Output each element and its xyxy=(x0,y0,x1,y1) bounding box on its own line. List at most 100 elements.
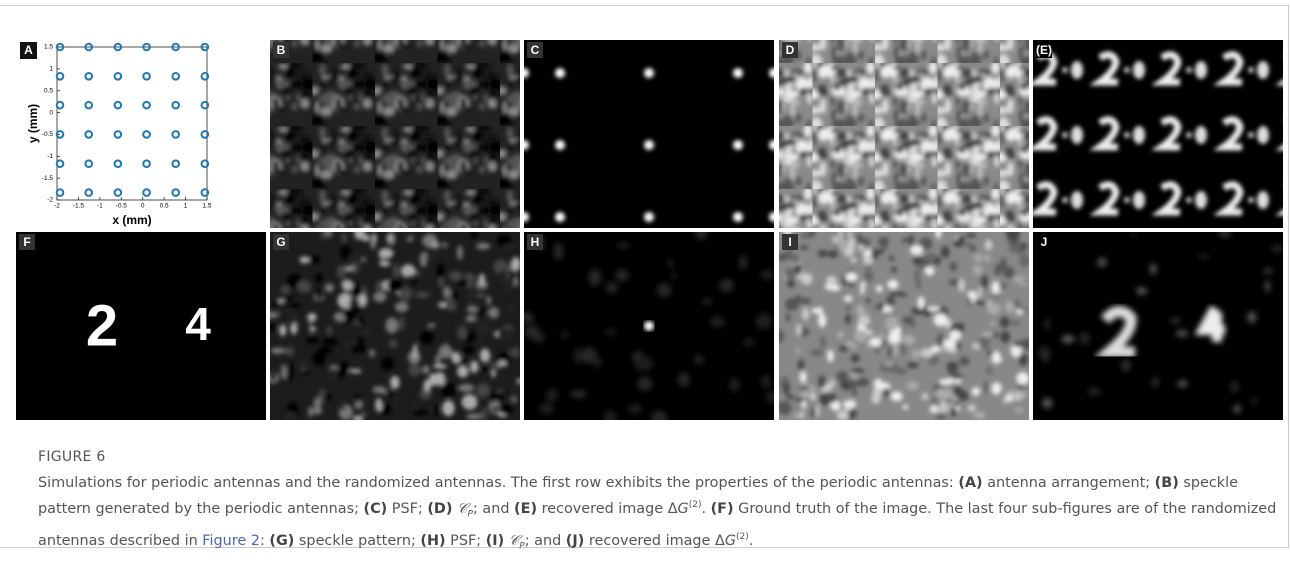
blob xyxy=(719,278,734,293)
x-tick-label: -1 xyxy=(97,203,103,210)
panel-label: A xyxy=(24,43,33,57)
blob xyxy=(1230,380,1239,394)
blob xyxy=(277,301,285,317)
recovered-shape xyxy=(1186,67,1192,73)
blob xyxy=(838,232,843,240)
blob xyxy=(887,279,899,290)
blob xyxy=(992,351,1001,364)
blob xyxy=(808,232,816,238)
antenna-marker xyxy=(142,188,151,197)
blob xyxy=(285,296,294,301)
blob xyxy=(850,354,860,363)
blob xyxy=(953,400,960,407)
blob xyxy=(878,236,890,247)
blob xyxy=(1175,330,1189,337)
caption-link[interactable]: Figure 2 xyxy=(202,532,260,549)
blob xyxy=(820,336,826,349)
antenna-marker xyxy=(84,188,94,197)
blob xyxy=(877,302,885,312)
y-tick-label: -1 xyxy=(47,153,53,160)
blob xyxy=(738,254,748,271)
blob xyxy=(911,307,925,315)
blob xyxy=(502,243,514,251)
blob xyxy=(435,354,441,366)
blob xyxy=(1013,276,1024,283)
blob xyxy=(333,311,346,323)
recovered-shape xyxy=(1062,132,1068,138)
panel-label-box xyxy=(273,234,289,250)
blob xyxy=(503,394,511,404)
blob xyxy=(885,316,899,331)
recovered-shape xyxy=(1124,197,1130,203)
blob xyxy=(929,356,934,366)
blob xyxy=(524,324,541,339)
blob xyxy=(422,365,430,375)
blob xyxy=(949,330,962,341)
blob xyxy=(959,356,970,366)
blob xyxy=(424,245,440,259)
blob xyxy=(1149,263,1157,275)
blob xyxy=(341,279,354,292)
blob xyxy=(848,237,856,249)
blob xyxy=(810,406,817,419)
blob xyxy=(488,306,500,319)
panel-label-box xyxy=(1036,234,1052,250)
blob xyxy=(933,313,948,327)
blob xyxy=(935,414,947,420)
blob xyxy=(656,283,672,298)
caption-text: antenna arrangement; xyxy=(982,475,1155,491)
antenna-marker xyxy=(171,130,181,139)
blob xyxy=(871,248,885,255)
blob xyxy=(798,245,809,250)
blob xyxy=(978,336,990,350)
blob xyxy=(471,232,477,240)
blob xyxy=(794,397,806,402)
blob xyxy=(372,291,387,302)
blob xyxy=(894,367,907,375)
blob xyxy=(897,292,908,297)
blob xyxy=(504,305,515,313)
blob xyxy=(824,283,837,291)
blob xyxy=(299,256,311,264)
caption-math: 𝒞 xyxy=(508,532,520,549)
blob xyxy=(924,266,935,276)
blob xyxy=(902,316,915,324)
recovered-shape xyxy=(1133,126,1145,144)
blob xyxy=(616,242,631,249)
blob xyxy=(918,237,933,250)
blob xyxy=(336,265,347,279)
psf-dots xyxy=(524,68,774,222)
blob xyxy=(437,242,445,248)
blob xyxy=(993,331,998,338)
caption-text: : xyxy=(259,532,270,549)
antenna-marker xyxy=(55,130,65,139)
psf-dot xyxy=(769,212,774,222)
blob xyxy=(920,348,934,358)
blob xyxy=(857,316,871,326)
caption-text: PSF; xyxy=(387,500,428,517)
blob xyxy=(301,370,310,375)
blob xyxy=(851,368,865,374)
antenna-marker xyxy=(84,130,94,139)
panel-label: (E) xyxy=(1036,43,1052,57)
blob xyxy=(779,401,792,415)
blob xyxy=(1121,359,1131,372)
blob xyxy=(305,336,320,344)
blob xyxy=(926,252,936,265)
blob xyxy=(322,337,339,346)
blob xyxy=(491,407,500,413)
recovered-shape xyxy=(1257,61,1269,79)
blob xyxy=(847,232,852,238)
blob xyxy=(1005,232,1020,240)
panel-label-box xyxy=(273,42,289,58)
image-panel xyxy=(524,232,774,420)
blob xyxy=(513,346,520,358)
blob xyxy=(603,328,617,335)
caption-ref: (B) xyxy=(1154,475,1179,491)
blob xyxy=(386,235,394,241)
recovered-shape xyxy=(1213,181,1244,216)
blob xyxy=(465,314,477,323)
recovered-shape xyxy=(1124,132,1130,138)
recovered-shape xyxy=(1071,126,1083,144)
blob xyxy=(399,286,412,302)
